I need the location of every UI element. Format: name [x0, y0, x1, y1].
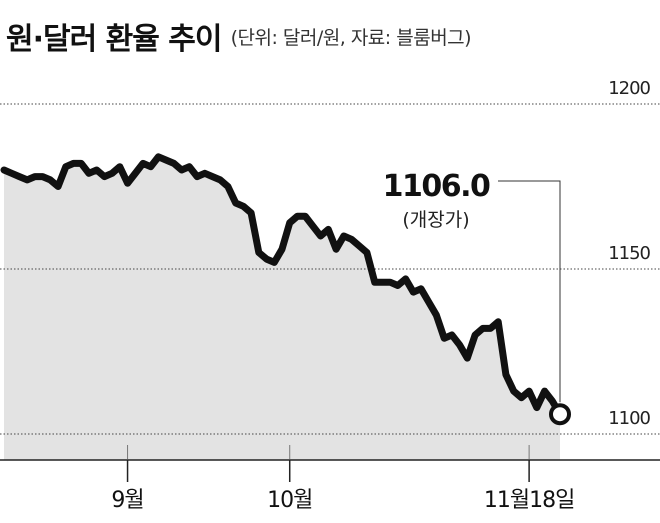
y-tick-label-1100: 1100 [608, 408, 650, 429]
x-tick-label-2: 11월18일 [484, 488, 574, 513]
chart-subtitle: (단위: 달러/원, 자료: 블룸버그) [230, 26, 472, 49]
x-tick-label-0: 9월 [111, 488, 143, 513]
y-tick-label-1200: 1200 [608, 78, 650, 99]
chart-title: 원·달러 환율 추이 [6, 22, 222, 57]
annotation-leader [498, 180, 561, 403]
title-row: 원·달러 환율 추이 (단위: 달러/원, 자료: 블룸버그) [6, 14, 472, 58]
series-line [0, 153, 564, 418]
annotation-value: 1106.0 [383, 169, 490, 204]
series-area [4, 156, 560, 461]
x-tick-label-1: 10월 [267, 488, 312, 513]
annotation-note: (개장가) [402, 209, 469, 231]
end-point-marker [549, 403, 571, 426]
y-tick-label-1150: 1150 [608, 243, 650, 264]
